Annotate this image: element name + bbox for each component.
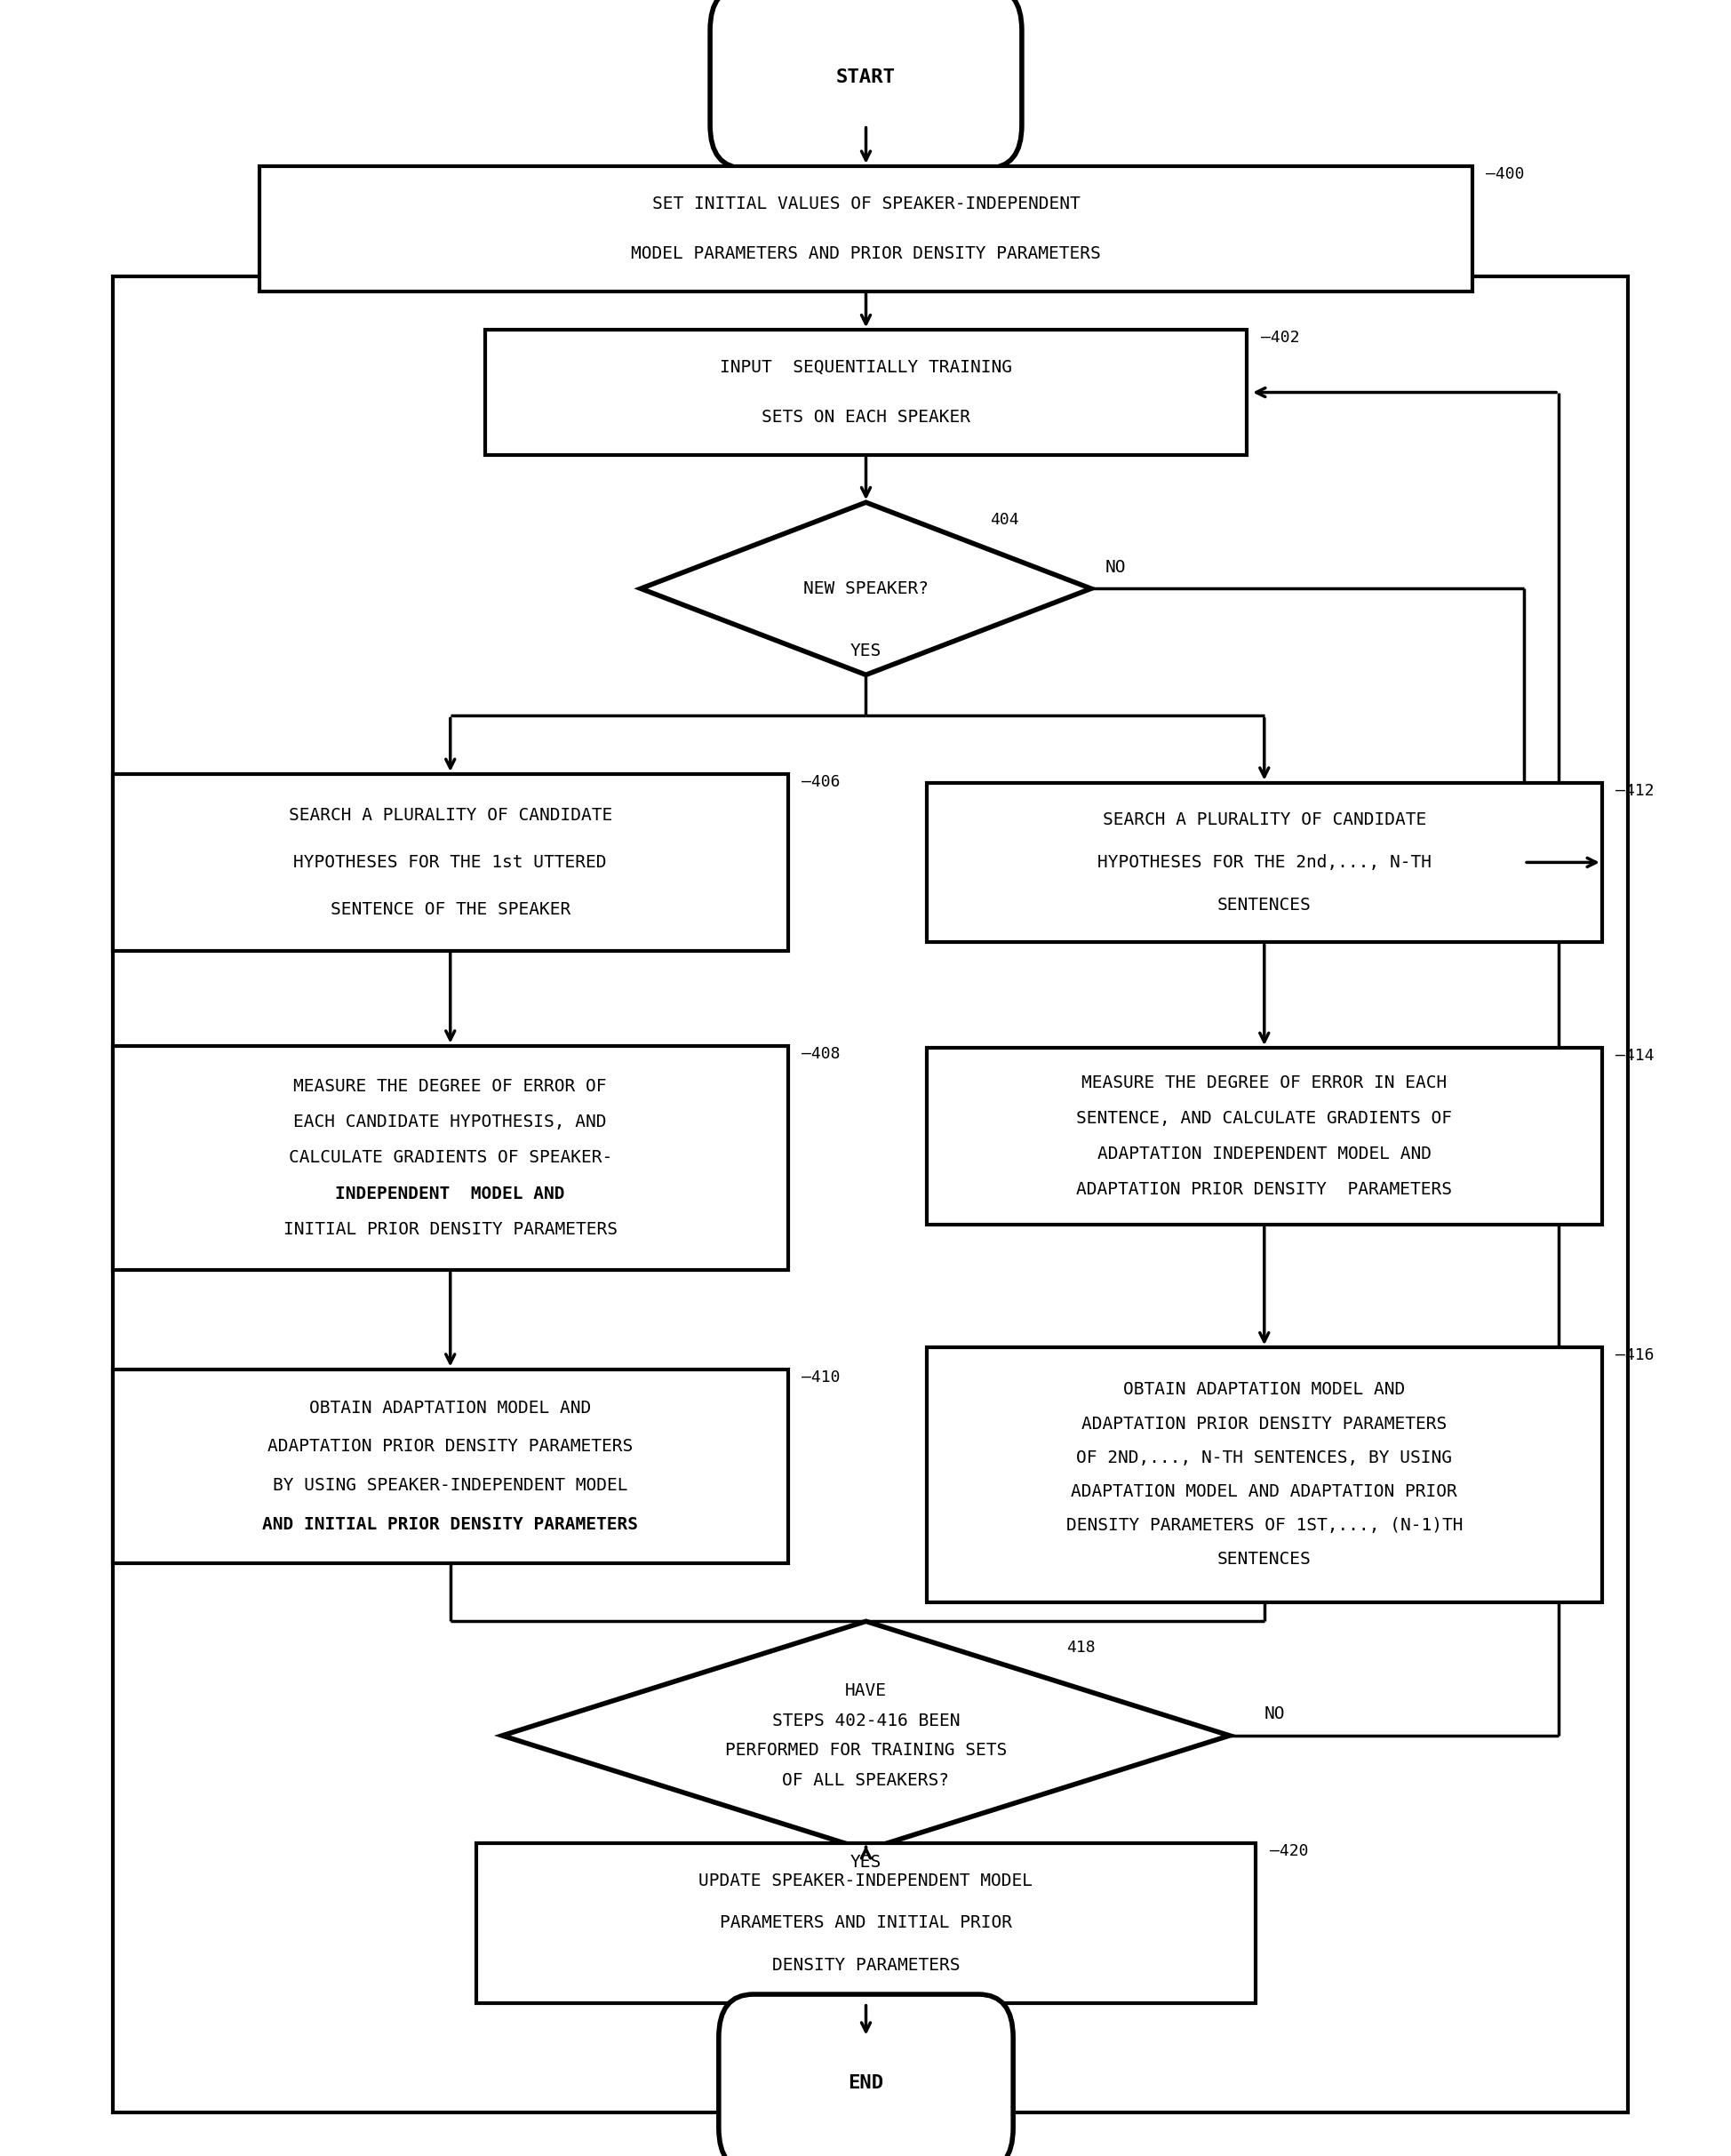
Text: OBTAIN ADAPTATION MODEL AND: OBTAIN ADAPTATION MODEL AND xyxy=(1123,1382,1404,1399)
Text: ADAPTATION MODEL AND ADAPTATION PRIOR: ADAPTATION MODEL AND ADAPTATION PRIOR xyxy=(1070,1483,1458,1501)
FancyBboxPatch shape xyxy=(718,1994,1013,2156)
Text: INITIAL PRIOR DENSITY PARAMETERS: INITIAL PRIOR DENSITY PARAMETERS xyxy=(284,1220,616,1238)
Text: DENSITY PARAMETERS OF 1ST,..., (N-1)TH: DENSITY PARAMETERS OF 1ST,..., (N-1)TH xyxy=(1065,1518,1463,1535)
Text: —408: —408 xyxy=(801,1046,840,1061)
Text: UPDATE SPEAKER-INDEPENDENT MODEL: UPDATE SPEAKER-INDEPENDENT MODEL xyxy=(699,1871,1032,1889)
Text: MODEL PARAMETERS AND PRIOR DENSITY PARAMETERS: MODEL PARAMETERS AND PRIOR DENSITY PARAM… xyxy=(630,246,1101,263)
Bar xyxy=(113,1369,788,1563)
Text: OBTAIN ADAPTATION MODEL AND: OBTAIN ADAPTATION MODEL AND xyxy=(310,1399,590,1416)
Text: SENTENCE OF THE SPEAKER: SENTENCE OF THE SPEAKER xyxy=(331,901,569,918)
Text: INDEPENDENT  MODEL AND: INDEPENDENT MODEL AND xyxy=(336,1186,564,1203)
Text: ADAPTATION PRIOR DENSITY PARAMETERS: ADAPTATION PRIOR DENSITY PARAMETERS xyxy=(267,1438,634,1455)
Bar xyxy=(485,330,1246,455)
Text: INPUT  SEQUENTIALLY TRAINING: INPUT SEQUENTIALLY TRAINING xyxy=(720,358,1011,375)
Text: MEASURE THE DEGREE OF ERROR OF: MEASURE THE DEGREE OF ERROR OF xyxy=(294,1078,606,1095)
Bar xyxy=(926,1348,1601,1602)
Text: SENTENCES: SENTENCES xyxy=(1217,897,1310,914)
Text: 418: 418 xyxy=(1066,1639,1094,1656)
Bar xyxy=(476,1843,1255,2003)
Text: SEARCH A PLURALITY OF CANDIDATE: SEARCH A PLURALITY OF CANDIDATE xyxy=(1103,811,1425,828)
Text: NEW SPEAKER?: NEW SPEAKER? xyxy=(803,580,928,597)
Text: ADAPTATION PRIOR DENSITY PARAMETERS: ADAPTATION PRIOR DENSITY PARAMETERS xyxy=(1080,1414,1447,1432)
Polygon shape xyxy=(640,502,1091,675)
Text: HAVE: HAVE xyxy=(845,1682,886,1699)
Text: SENTENCES: SENTENCES xyxy=(1217,1550,1310,1567)
Text: AND INITIAL PRIOR DENSITY PARAMETERS: AND INITIAL PRIOR DENSITY PARAMETERS xyxy=(261,1516,639,1533)
Text: DENSITY PARAMETERS: DENSITY PARAMETERS xyxy=(772,1958,959,1975)
Text: SETS ON EACH SPEAKER: SETS ON EACH SPEAKER xyxy=(762,410,969,427)
Text: MEASURE THE DEGREE OF ERROR IN EACH: MEASURE THE DEGREE OF ERROR IN EACH xyxy=(1080,1074,1447,1091)
Text: STEPS 402-416 BEEN: STEPS 402-416 BEEN xyxy=(772,1712,959,1729)
Text: SENTENCE, AND CALCULATE GRADIENTS OF: SENTENCE, AND CALCULATE GRADIENTS OF xyxy=(1075,1110,1452,1128)
Text: OF ALL SPEAKERS?: OF ALL SPEAKERS? xyxy=(782,1772,949,1789)
Bar xyxy=(926,783,1601,942)
Bar xyxy=(260,166,1471,291)
Bar xyxy=(113,774,788,951)
Text: SET INITIAL VALUES OF SPEAKER-INDEPENDENT: SET INITIAL VALUES OF SPEAKER-INDEPENDEN… xyxy=(651,194,1080,211)
Polygon shape xyxy=(502,1621,1229,1850)
Text: —410: —410 xyxy=(801,1369,840,1384)
Text: NO: NO xyxy=(1104,558,1125,576)
Text: BY USING SPEAKER-INDEPENDENT MODEL: BY USING SPEAKER-INDEPENDENT MODEL xyxy=(273,1477,627,1494)
Text: CALCULATE GRADIENTS OF SPEAKER-: CALCULATE GRADIENTS OF SPEAKER- xyxy=(289,1149,611,1166)
Text: PERFORMED FOR TRAINING SETS: PERFORMED FOR TRAINING SETS xyxy=(725,1742,1006,1759)
Text: —402: —402 xyxy=(1260,330,1298,345)
Text: SEARCH A PLURALITY OF CANDIDATE: SEARCH A PLURALITY OF CANDIDATE xyxy=(289,806,611,824)
Text: OF 2ND,..., N-TH SENTENCES, BY USING: OF 2ND,..., N-TH SENTENCES, BY USING xyxy=(1075,1449,1452,1466)
Text: 404: 404 xyxy=(988,513,1018,528)
Bar xyxy=(926,1048,1601,1225)
Text: START: START xyxy=(836,69,895,86)
Bar xyxy=(113,1046,788,1270)
Text: EACH CANDIDATE HYPOTHESIS, AND: EACH CANDIDATE HYPOTHESIS, AND xyxy=(294,1112,606,1130)
Text: END: END xyxy=(848,2074,883,2091)
Text: HYPOTHESES FOR THE 1st UTTERED: HYPOTHESES FOR THE 1st UTTERED xyxy=(294,854,606,871)
Text: PARAMETERS AND INITIAL PRIOR: PARAMETERS AND INITIAL PRIOR xyxy=(720,1915,1011,1932)
Text: YES: YES xyxy=(850,1854,881,1871)
Text: HYPOTHESES FOR THE 2nd,..., N-TH: HYPOTHESES FOR THE 2nd,..., N-TH xyxy=(1097,854,1430,871)
Bar xyxy=(113,276,1627,2113)
Text: ADAPTATION INDEPENDENT MODEL AND: ADAPTATION INDEPENDENT MODEL AND xyxy=(1097,1145,1430,1162)
Text: NO: NO xyxy=(1264,1705,1284,1723)
FancyBboxPatch shape xyxy=(710,0,1021,168)
Text: —406: —406 xyxy=(801,774,840,789)
Text: —420: —420 xyxy=(1269,1843,1307,1858)
Text: —400: —400 xyxy=(1485,166,1523,181)
Text: —414: —414 xyxy=(1615,1048,1653,1063)
Text: —416: —416 xyxy=(1615,1348,1653,1363)
Text: YES: YES xyxy=(850,642,881,660)
Text: ADAPTATION PRIOR DENSITY  PARAMETERS: ADAPTATION PRIOR DENSITY PARAMETERS xyxy=(1075,1181,1452,1199)
Text: —412: —412 xyxy=(1615,783,1653,798)
